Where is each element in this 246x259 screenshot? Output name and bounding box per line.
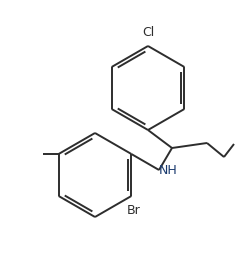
Text: NH: NH bbox=[159, 163, 178, 176]
Text: Br: Br bbox=[126, 204, 140, 217]
Text: Cl: Cl bbox=[142, 26, 154, 39]
